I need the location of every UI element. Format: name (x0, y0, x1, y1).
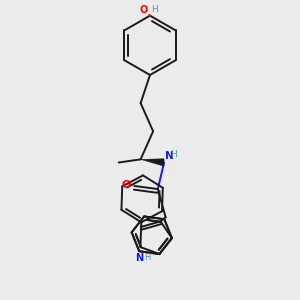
Text: O: O (122, 180, 131, 190)
Text: O: O (139, 5, 148, 15)
Text: N: N (135, 253, 143, 263)
Text: H: H (170, 150, 176, 159)
Polygon shape (141, 159, 164, 166)
Text: H: H (145, 253, 151, 262)
Text: H: H (152, 5, 158, 14)
Text: N: N (165, 151, 174, 161)
